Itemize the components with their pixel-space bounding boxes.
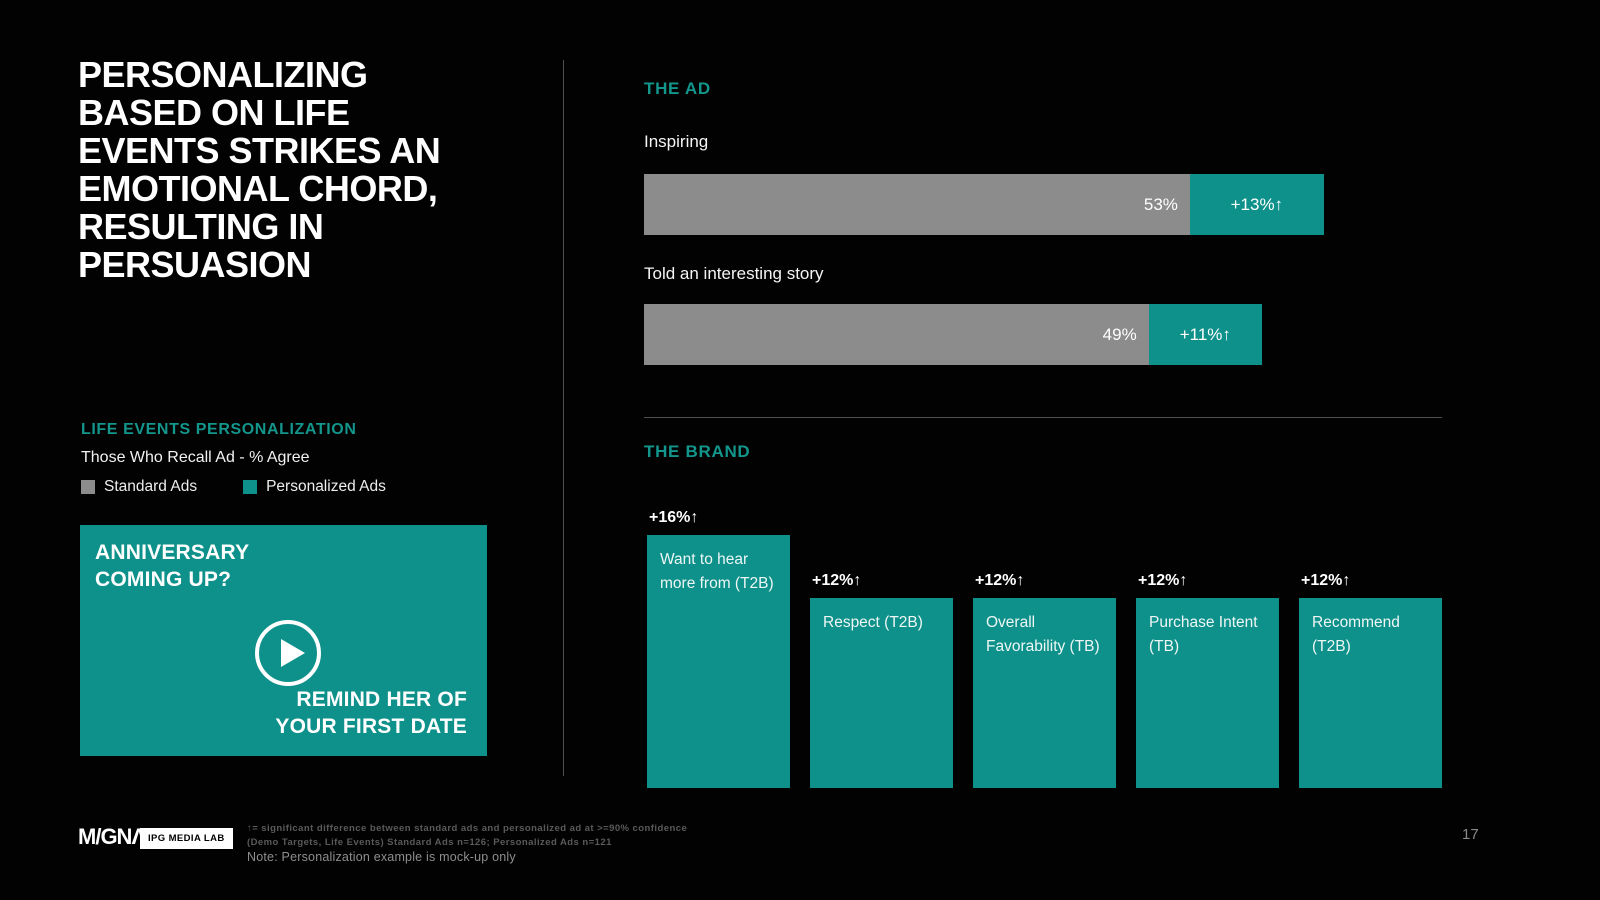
ad-headline: ANNIVERSARY COMING UP?: [95, 539, 249, 593]
title-line: EVENTS STRIKES AN: [78, 130, 441, 171]
title-line: PERSUASION: [78, 244, 312, 285]
play-icon[interactable]: [255, 620, 321, 686]
lift-value-label: +12%↑: [1301, 572, 1351, 590]
standard-value-label: 49%: [1102, 324, 1137, 344]
title-line: EMOTIONAL CHORD,: [78, 168, 438, 209]
bar-category-label: Inspiring: [644, 132, 709, 151]
footnote-line: (Demo Targets, Life Events) Standard Ads…: [247, 837, 612, 848]
horizontal-divider: [644, 417, 1442, 418]
bar: Overall Favorability (TB): [973, 598, 1116, 788]
bar: Want to hear more from (T2B): [647, 535, 790, 788]
bar-column-respect: +12%↑ Respect (T2B): [810, 572, 953, 788]
page-number: 17: [1462, 826, 1479, 843]
lift-value-label: +16%↑: [649, 509, 699, 527]
study-subtitle: Those Who Recall Ad - % Agree: [81, 449, 310, 466]
personalized-ads-swatch-icon: [243, 480, 258, 494]
standard-ads-segment: 53%: [644, 174, 1190, 235]
bar: Recommend (T2B): [1299, 598, 1442, 788]
personalized-lift-segment: +13%↑: [1189, 174, 1324, 235]
stacked-bar-interesting-story: 49% +11%↑: [644, 304, 1262, 365]
play-triangle-icon: [281, 639, 305, 667]
study-section-label: LIFE EVENTS PERSONALIZATION: [81, 421, 357, 438]
bar-column-purchase-intent: +12%↑ Purchase Intent (TB): [1136, 572, 1279, 788]
bar-column-want-to-hear: +16%↑ Want to hear more from (T2B): [647, 509, 790, 788]
footnote-line: Note: Personalization example is mock-up…: [247, 850, 516, 864]
ad-cta-line: REMIND HER OF: [296, 688, 467, 711]
bar-column-recommend: +12%↑ Recommend (T2B): [1299, 572, 1442, 788]
standard-value-label: 53%: [1143, 194, 1178, 214]
legend-label: Personalized Ads: [266, 478, 386, 495]
title-line: BASED ON LIFE: [78, 92, 350, 133]
standard-ads-swatch-icon: [81, 480, 95, 494]
vertical-divider: [563, 60, 564, 776]
lift-value-label: +12%↑: [975, 572, 1025, 590]
chart-legend: Standard Ads Personalized Ads: [81, 478, 386, 496]
legend-label: Standard Ads: [104, 478, 198, 495]
ad-headline-line: ANNIVERSARY: [95, 541, 250, 564]
legend-item-personalized: Personalized Ads: [243, 478, 386, 496]
title-line: PERSONALIZING: [78, 54, 368, 95]
section-heading-the-ad: THE AD: [644, 79, 711, 98]
bar: Purchase Intent (TB): [1136, 598, 1279, 788]
stacked-bar-inspiring: 53% +13%↑: [644, 174, 1324, 235]
bar-category-label: Told an interesting story: [644, 264, 824, 283]
personalized-lift-segment: +11%↑: [1148, 304, 1262, 365]
section-heading-the-brand: THE BRAND: [644, 442, 751, 461]
ad-example-card: ANNIVERSARY COMING UP? REMIND HER OF YOU…: [80, 525, 487, 756]
ad-cta-line: YOUR FIRST DATE: [275, 715, 467, 738]
title-line: RESULTING IN: [78, 206, 324, 247]
lift-value-label: +11%↑: [1179, 324, 1231, 344]
ipg-media-lab-logo: IPG MEDIA LAB: [140, 828, 233, 849]
standard-ads-segment: 49%: [644, 304, 1149, 365]
ad-cta: REMIND HER OF YOUR FIRST DATE: [275, 686, 467, 740]
page-title: PERSONALIZING BASED ON LIFE EVENTS STRIK…: [78, 56, 538, 284]
bar: Respect (T2B): [810, 598, 953, 788]
magna-logo: M/GNΛ: [78, 824, 146, 849]
lift-value-label: +12%↑: [812, 572, 862, 590]
lift-value-label: +13%↑: [1230, 194, 1284, 214]
bar-column-favorability: +12%↑ Overall Favorability (TB): [973, 572, 1116, 788]
brand-bar-chart: +16%↑ Want to hear more from (T2B) +12%↑…: [647, 500, 1442, 788]
legend-item-standard: Standard Ads: [81, 478, 197, 496]
footnote-line: ↑= significant difference between standa…: [247, 823, 688, 834]
lift-value-label: +12%↑: [1138, 572, 1188, 590]
ad-headline-line: COMING UP?: [95, 568, 232, 591]
